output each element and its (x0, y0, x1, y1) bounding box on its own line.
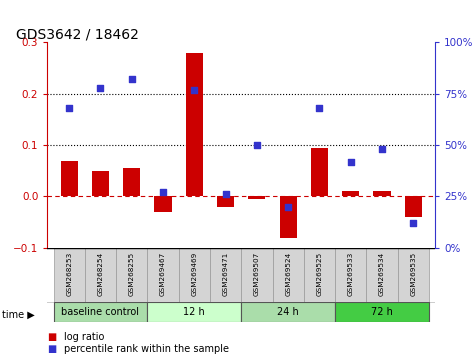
Bar (53, 302, 148, 322)
Bar (53, 248, 85, 303)
Text: GSM268253: GSM268253 (66, 252, 72, 296)
Bar (248, 196, 265, 199)
Bar (179, 248, 210, 303)
Bar (85, 248, 116, 303)
Bar (123, 168, 140, 196)
Text: baseline control: baseline control (61, 307, 140, 317)
Text: GSM269469: GSM269469 (191, 252, 197, 296)
Point (284, 204, 292, 210)
Bar (342, 191, 359, 196)
Text: GSM268255: GSM268255 (129, 252, 135, 296)
Text: GSM269535: GSM269535 (410, 252, 416, 296)
Point (253, 142, 261, 148)
Text: GSM269507: GSM269507 (254, 252, 260, 296)
Bar (335, 248, 367, 303)
Bar (186, 53, 203, 196)
Point (410, 220, 417, 226)
Bar (280, 196, 297, 238)
Text: GSM269471: GSM269471 (223, 252, 228, 296)
Bar (241, 302, 335, 322)
Bar (148, 302, 241, 322)
Bar (217, 196, 234, 207)
Bar (367, 248, 398, 303)
Text: GSM269524: GSM269524 (285, 252, 291, 296)
Text: 24 h: 24 h (277, 307, 299, 317)
Bar (210, 248, 241, 303)
Point (65, 105, 73, 111)
Bar (61, 161, 78, 196)
Bar (116, 248, 148, 303)
Point (347, 159, 354, 164)
Point (128, 76, 136, 82)
Bar (272, 248, 304, 303)
Bar (405, 196, 422, 217)
Bar (311, 148, 328, 196)
Bar (148, 248, 179, 303)
Text: GSM269467: GSM269467 (160, 252, 166, 296)
Text: GSM269534: GSM269534 (379, 252, 385, 296)
Text: log ratio: log ratio (64, 332, 104, 342)
Point (96, 85, 104, 91)
Text: GSM269533: GSM269533 (348, 252, 354, 296)
Point (191, 87, 198, 92)
Text: 72 h: 72 h (371, 307, 393, 317)
Text: 12 h: 12 h (184, 307, 205, 317)
Text: percentile rank within the sample: percentile rank within the sample (64, 344, 229, 354)
Bar (241, 248, 272, 303)
Text: ■: ■ (47, 344, 57, 354)
Bar (398, 248, 429, 303)
Text: ■: ■ (47, 332, 57, 342)
Text: GSM269525: GSM269525 (316, 252, 323, 296)
Text: time ▶: time ▶ (2, 309, 35, 319)
Text: GSM268254: GSM268254 (97, 252, 104, 296)
Point (378, 147, 386, 152)
Bar (92, 171, 109, 196)
Text: GDS3642 / 18462: GDS3642 / 18462 (16, 27, 139, 41)
Point (315, 105, 323, 111)
Point (159, 189, 167, 195)
Bar (304, 248, 335, 303)
Point (222, 192, 229, 197)
Bar (335, 302, 429, 322)
Bar (373, 191, 391, 196)
Bar (154, 196, 172, 212)
